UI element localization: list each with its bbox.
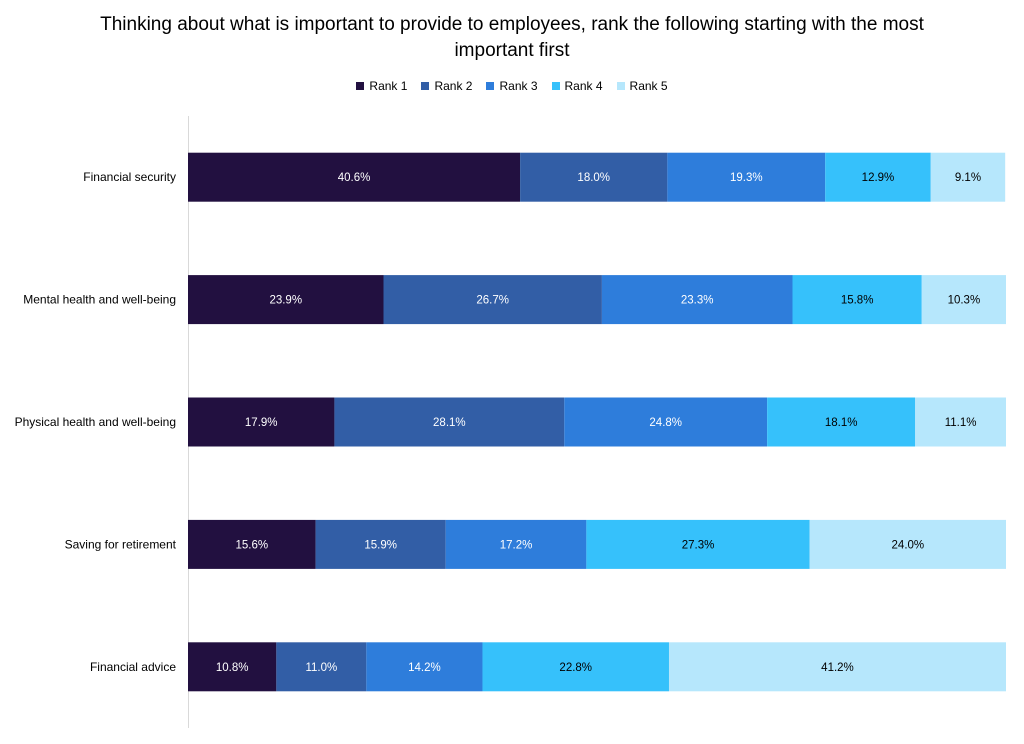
data-label: 17.9% xyxy=(245,417,278,429)
chart-title: Thinking about what is important to prov… xyxy=(100,14,924,61)
legend-item-rank-3: Rank 3 xyxy=(486,78,538,94)
data-label: 10.3% xyxy=(948,295,981,307)
data-label: 17.2% xyxy=(500,539,533,551)
bar-segment xyxy=(188,642,277,692)
bar-segment xyxy=(915,397,1006,447)
legend-swatch-rank-3 xyxy=(486,82,495,90)
bar-segment xyxy=(809,519,1006,569)
data-label: 27.3% xyxy=(682,539,715,551)
bar-segment xyxy=(930,152,1006,202)
bar-segment xyxy=(188,397,335,447)
legend-label-rank-2: Rank 2 xyxy=(434,79,473,93)
legend-item-rank-2: Rank 2 xyxy=(421,78,472,94)
category-label: Physical health and well-being xyxy=(15,415,176,429)
data-label: 15.6% xyxy=(235,539,268,551)
legend-label-rank-4: Rank 4 xyxy=(564,79,603,93)
data-label: 26.7% xyxy=(476,295,509,307)
bar-segment xyxy=(601,275,793,325)
category-label: Saving for retirement xyxy=(65,537,177,551)
bar-segment xyxy=(366,642,483,692)
bar-segment xyxy=(276,642,367,692)
data-label: 15.8% xyxy=(841,295,874,307)
data-label: 22.8% xyxy=(559,662,592,674)
data-label: 23.3% xyxy=(681,295,714,307)
data-label: 40.6% xyxy=(338,172,371,184)
data-label: 24.0% xyxy=(892,539,925,551)
bar-segment xyxy=(564,397,768,447)
bar-segment xyxy=(188,519,316,569)
bar-segment xyxy=(586,519,810,569)
bar-segment xyxy=(188,275,384,325)
legend-item-rank-1: Rank 1 xyxy=(356,78,407,94)
chart-legend: Rank 1 Rank 2 Rank 3 Rank 4 Rank 5 xyxy=(0,78,1024,94)
category-label: Mental health and well-being xyxy=(23,293,176,307)
category-label: Financial advice xyxy=(90,660,176,674)
data-label: 18.0% xyxy=(577,172,610,184)
bar-segment xyxy=(825,152,931,202)
data-label: 11.0% xyxy=(305,662,337,674)
data-label: 23.9% xyxy=(269,295,302,307)
data-label: 24.8% xyxy=(649,417,682,429)
data-label: 15.9% xyxy=(364,539,397,551)
data-label: 14.2% xyxy=(408,662,441,674)
bar-segment xyxy=(445,519,587,569)
data-label: 19.3% xyxy=(730,172,763,184)
legend-swatch-rank-4 xyxy=(551,82,560,90)
data-label: 10.8% xyxy=(216,662,249,674)
bar-segment xyxy=(792,275,922,325)
data-label: 12.9% xyxy=(862,172,895,184)
data-label: 41.2% xyxy=(821,662,854,674)
data-label: 11.1% xyxy=(945,417,977,429)
category-label: Financial security xyxy=(83,170,176,184)
data-label: 18.1% xyxy=(825,417,858,429)
bar-segment xyxy=(667,152,826,202)
data-label: 28.1% xyxy=(433,417,466,429)
legend-item-rank-4: Rank 4 xyxy=(551,78,603,94)
bar-segment xyxy=(520,152,668,202)
legend-label-rank-3: Rank 3 xyxy=(499,79,538,93)
bar-segment xyxy=(668,642,1006,692)
legend-swatch-rank-5 xyxy=(616,82,625,90)
bar-segment xyxy=(482,642,669,692)
bar-segment xyxy=(383,275,602,325)
bar-segment xyxy=(921,275,1006,325)
bar-segment xyxy=(315,519,446,569)
bar-segment xyxy=(188,152,521,202)
bar-segment xyxy=(334,397,565,447)
legend-swatch-rank-2 xyxy=(421,82,430,90)
bar-segment xyxy=(767,397,916,447)
legend-item-rank-5: Rank 5 xyxy=(616,78,668,94)
legend-swatch-rank-1 xyxy=(356,82,365,90)
legend-label-rank-5: Rank 5 xyxy=(629,79,668,93)
legend-label-rank-1: Rank 1 xyxy=(369,79,408,93)
data-label: 9.1% xyxy=(955,172,981,184)
